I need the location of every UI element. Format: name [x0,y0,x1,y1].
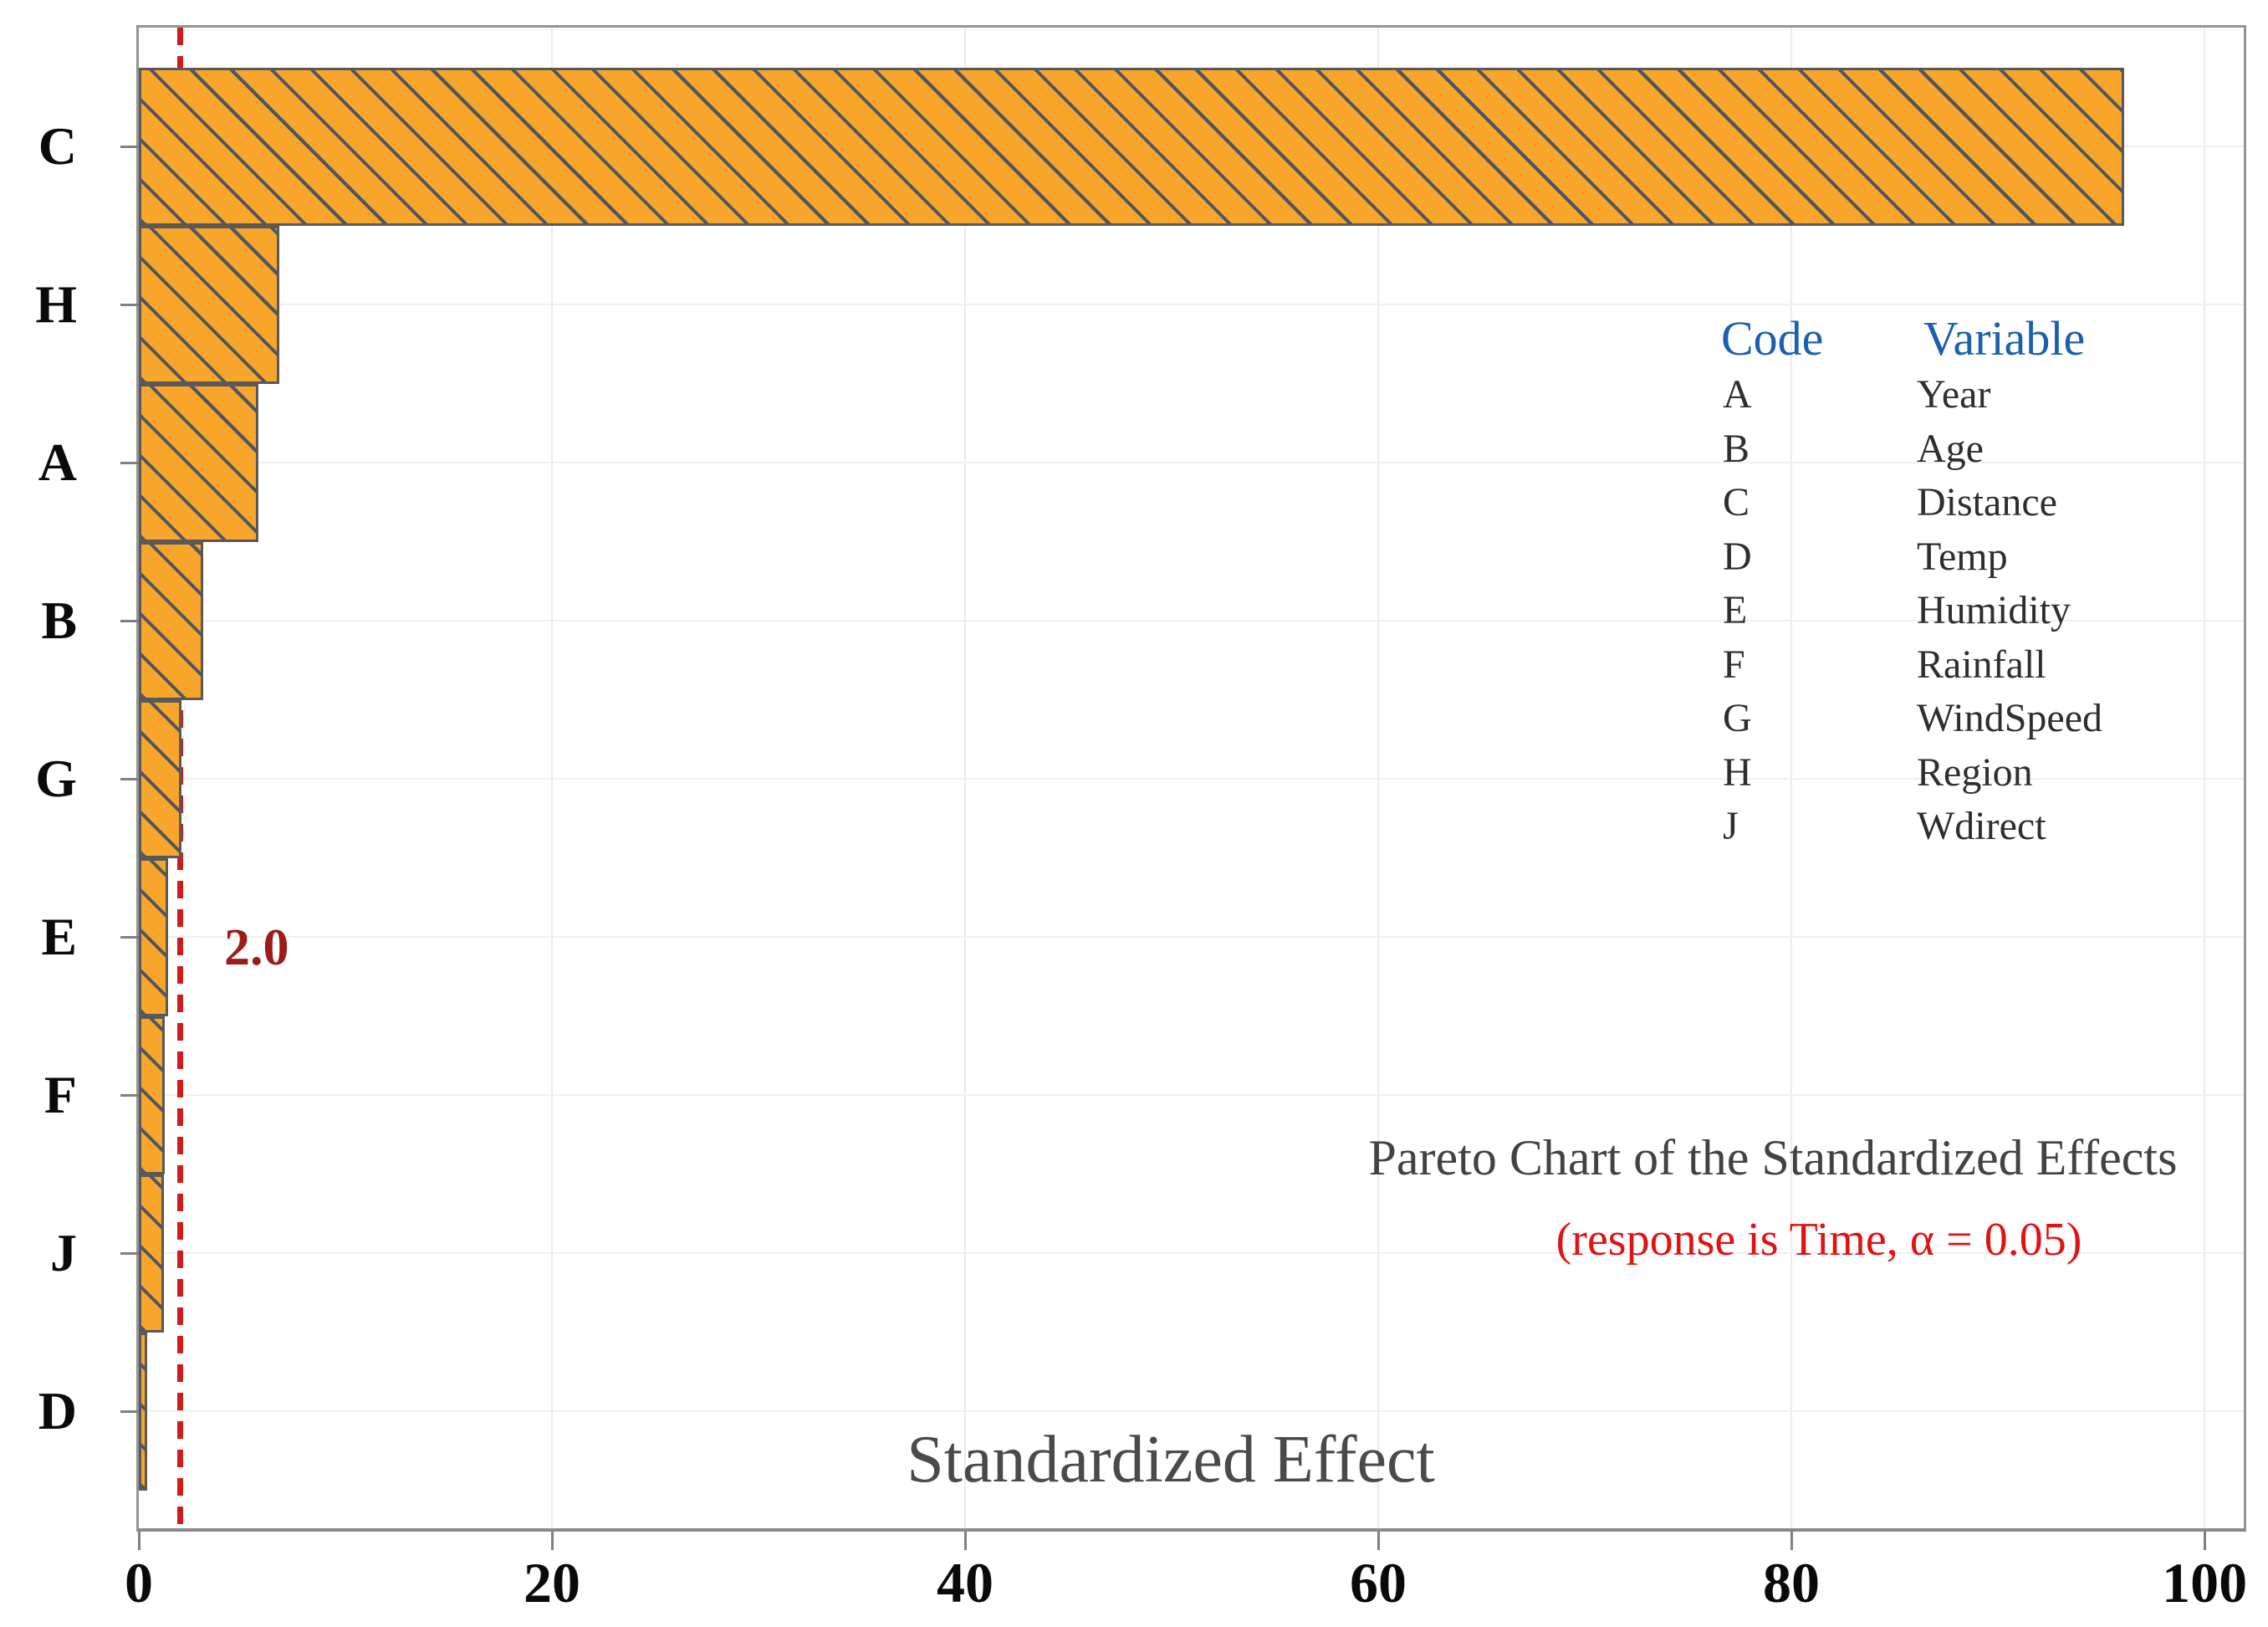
y-tick [120,145,139,148]
horizontal-gridline [139,1252,2244,1254]
chart-subtitle: (response is Time, α = 0.05) [1555,1214,2082,1266]
x-axis-tick-label: 80 [1763,1551,1821,1614]
legend-row: E Humidity [1721,584,2240,637]
y-tick [120,619,139,622]
x-axis-tick-label: 40 [937,1551,994,1614]
x-tick [1790,1532,1793,1550]
legend-code: B [1723,426,1750,471]
y-tick [120,935,139,939]
legend-code: H [1723,750,1752,795]
legend-code: G [1723,696,1752,740]
legend-row: D Temp [1721,530,2240,584]
bar-E [139,857,168,1016]
x-axis-tick-label: 20 [524,1551,580,1614]
legend-row: G WindSpeed [1721,692,2240,745]
y-axis-category-label: H [35,274,77,334]
legend-header-code: Code [1721,311,1824,366]
x-tick [550,1532,554,1550]
x-axis-title: Standardized Effect [907,1423,1435,1497]
y-tick [120,777,139,780]
legend-table: Code Variable A Year B Age C Distance D Temp E Hu… [1721,311,2240,863]
horizontal-gridline [139,304,2244,305]
x-tick [1377,1532,1380,1550]
legend-variable: Distance [1917,480,2057,524]
chart-title: Pareto Chart of the Standardized Effects [1368,1130,2178,1185]
legend-code: C [1723,480,1750,524]
y-axis-category-label: F [43,1065,77,1124]
legend-code: E [1723,588,1748,632]
bar-F [139,1016,165,1174]
y-axis-category-label: D [38,1381,77,1440]
x-axis-tick-label: 100 [2162,1551,2248,1614]
horizontal-gridline [139,1410,2244,1412]
y-tick [120,461,139,464]
horizontal-gridline [139,620,2244,622]
y-axis-category-label: B [41,591,77,650]
legend-code: J [1723,804,1739,848]
y-axis-category-label: E [41,907,77,966]
legend-variable: Age [1917,426,1984,471]
legend-variable: Region [1917,750,2033,795]
legend-header: Code Variable [1721,311,2085,366]
plot-area [136,25,2246,1532]
bar-H [139,225,279,384]
horizontal-gridline [139,1094,2244,1096]
x-tick [963,1532,967,1550]
bar-D [139,1332,147,1491]
reference-line-label: 2.0 [224,919,289,976]
legend-variable: WindSpeed [1917,696,2103,740]
y-axis-category-label: G [35,749,77,808]
legend-code: D [1723,534,1752,579]
y-tick [120,1093,139,1097]
bar-B [139,541,203,700]
legend-header-variable: Variable [1923,311,2086,366]
legend-row: F Rainfall [1721,638,2240,692]
y-axis-category-label: C [38,116,77,176]
legend-row: C Distance [1721,476,2240,530]
legend-variable: Temp [1917,534,2008,579]
horizontal-gridline [139,936,2244,938]
bar-C [139,67,2124,226]
y-tick [120,303,139,306]
legend-code: A [1723,372,1752,417]
bar-G [139,699,181,858]
legend-row: H Region [1721,746,2240,800]
legend-row: B Age [1721,422,2240,476]
bar-A [139,383,259,542]
legend-variable: Year [1917,372,1991,417]
y-tick [120,1251,139,1255]
legend-variable: Rainfall [1917,642,2046,687]
legend-variable: Humidity [1917,588,2071,632]
horizontal-gridline [139,462,2244,463]
x-axis-tick-label: 60 [1350,1551,1407,1614]
legend-code: F [1723,642,1745,687]
legend-variable: Wdirect [1917,804,2046,848]
x-axis-tick-label: 0 [125,1551,153,1614]
bar-J [139,1174,164,1333]
y-axis-category-label: A [38,432,77,492]
x-tick [2203,1532,2206,1550]
x-tick [137,1532,140,1550]
legend-row: A Year [1721,368,2240,422]
horizontal-gridline [139,778,2244,780]
y-tick [120,1410,139,1413]
legend-row: J Wdirect [1721,800,2240,853]
y-axis-category-label: J [50,1223,77,1282]
